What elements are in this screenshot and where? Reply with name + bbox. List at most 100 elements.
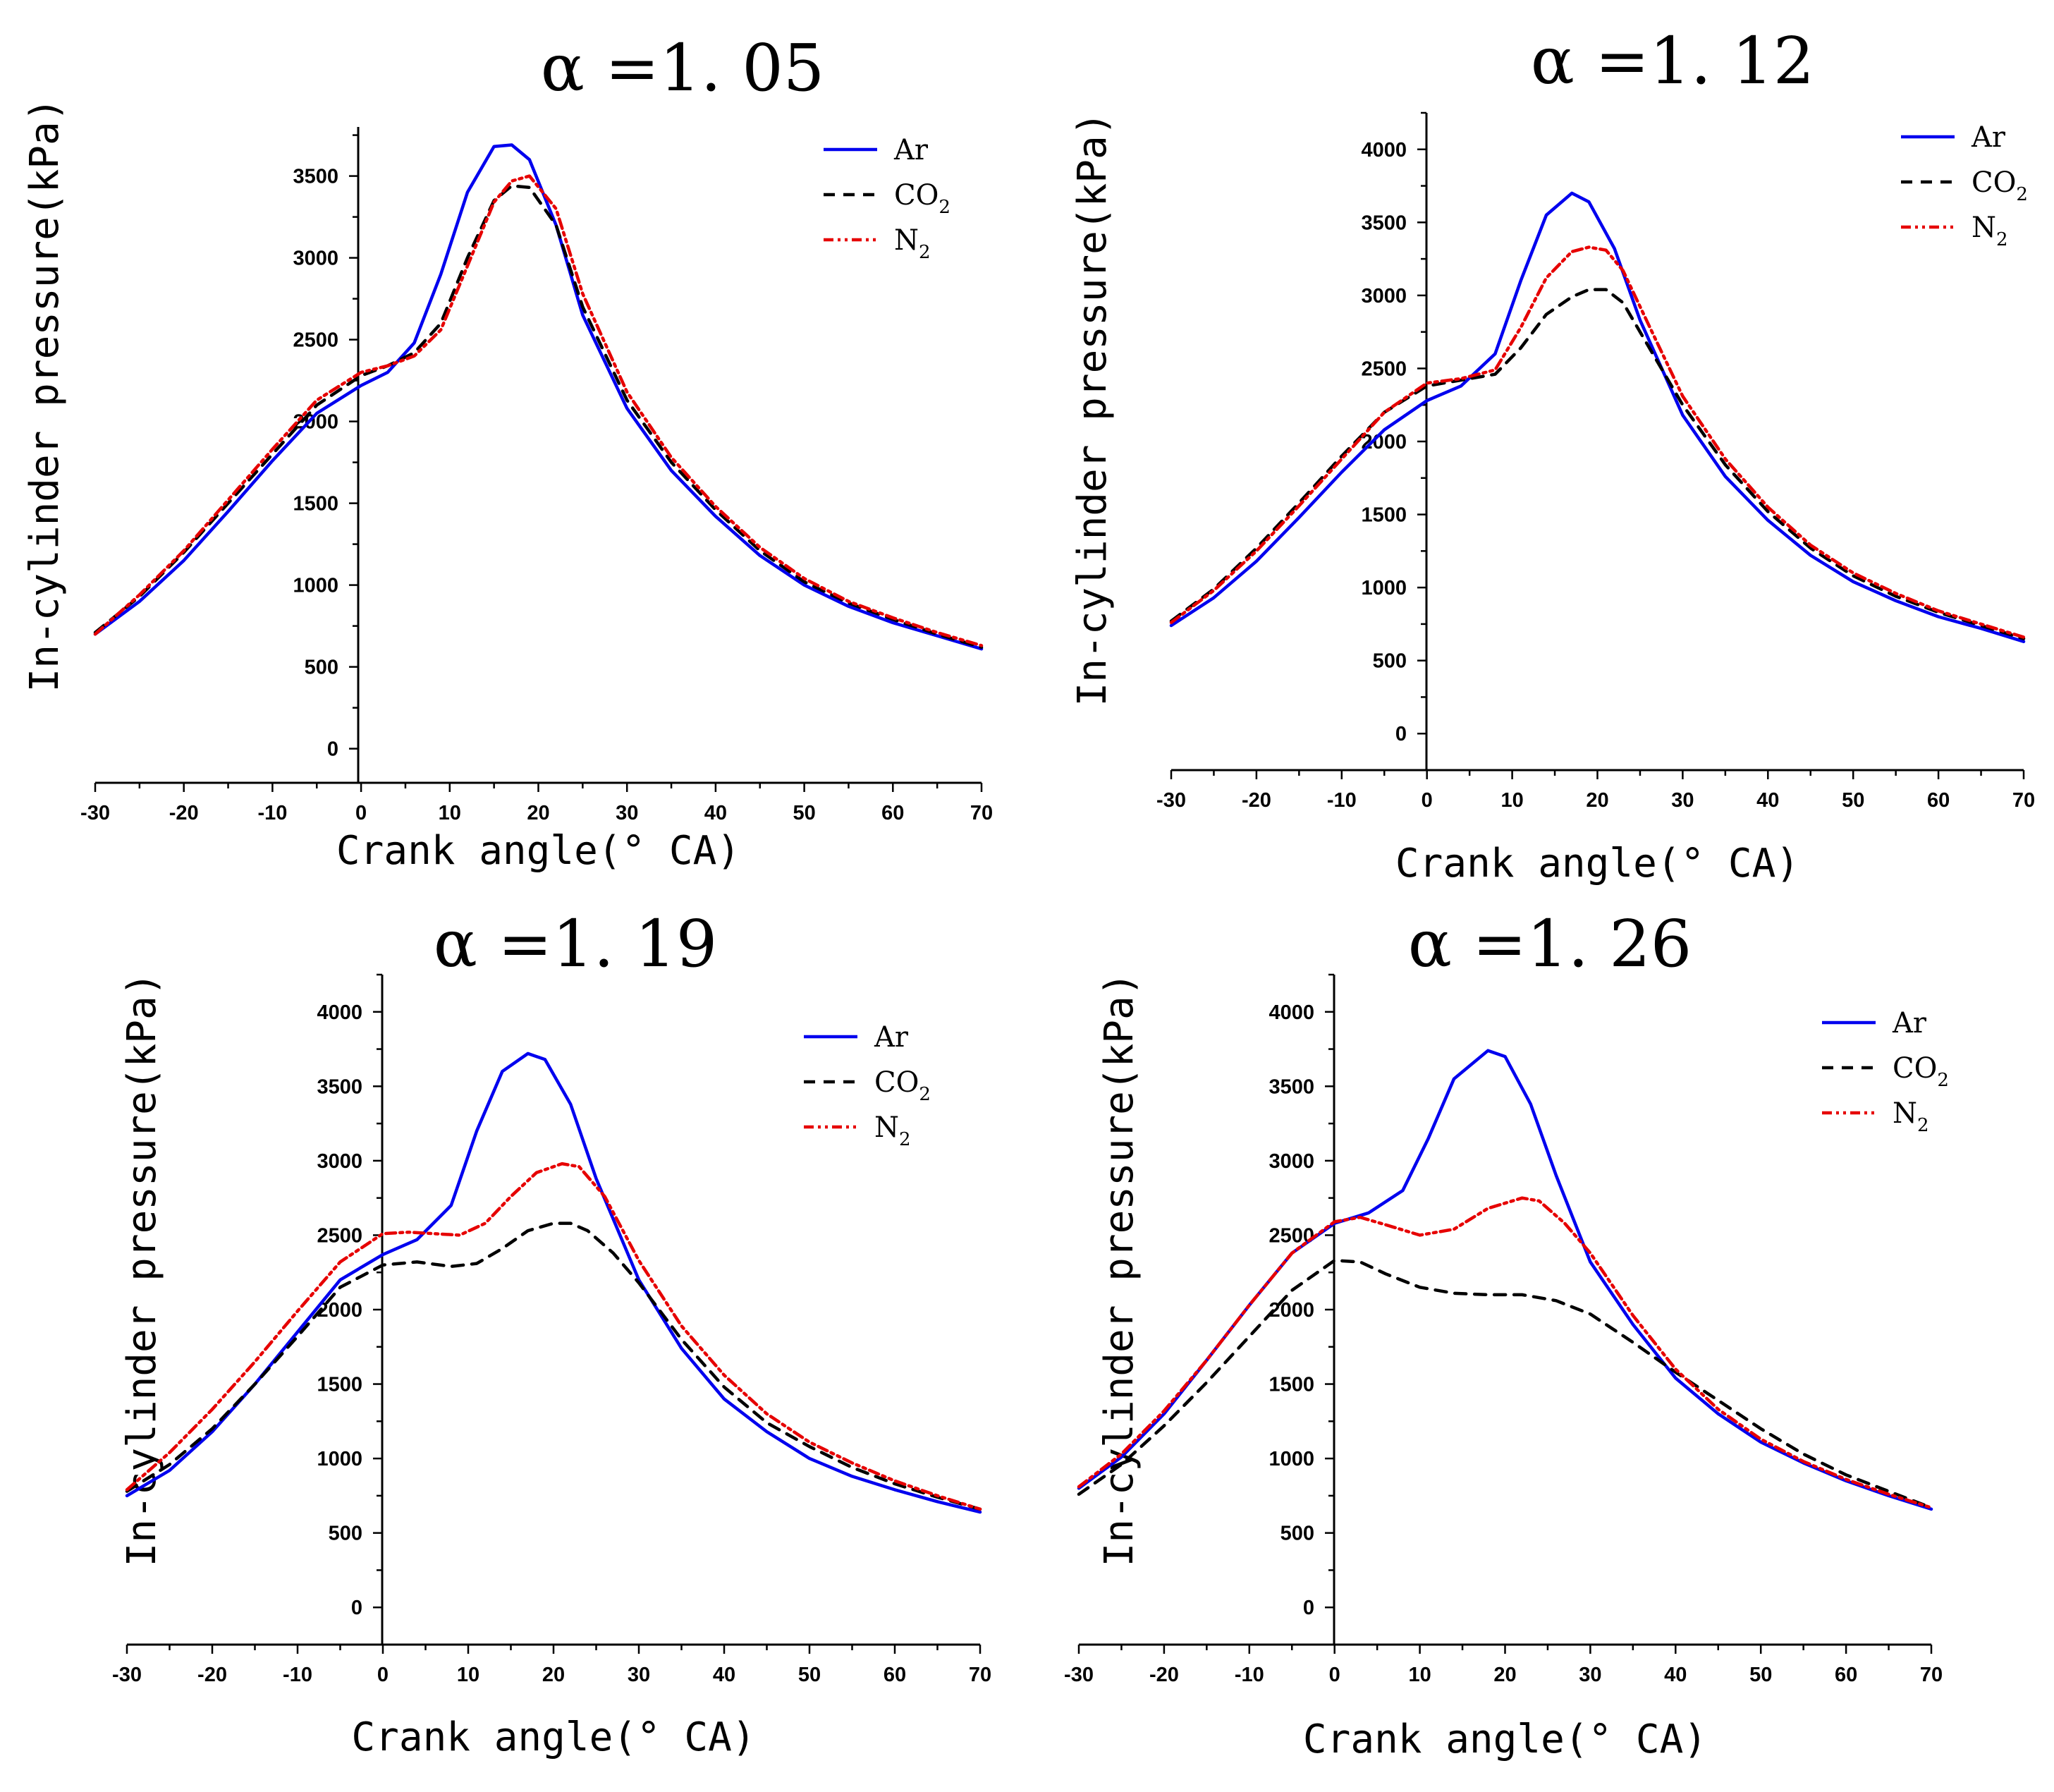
x-tick-label: 30 xyxy=(1579,1664,1601,1686)
x-tick-label: 30 xyxy=(628,1664,650,1686)
y-tick-label: 4000 xyxy=(317,1001,362,1024)
y-tick-label: 0 xyxy=(1395,723,1407,745)
x-tick-label: 60 xyxy=(884,1664,906,1686)
legend-label-co2: CO2 xyxy=(1893,1052,1949,1091)
series-line-n2 xyxy=(93,174,984,647)
legend-label-co2: CO2 xyxy=(874,1066,931,1105)
legend-label-base: CO xyxy=(874,1066,919,1099)
legend-label-ar: Ar xyxy=(874,1021,909,1054)
chart-title: α =1. 12 xyxy=(1531,23,1815,99)
legend-label-base: N xyxy=(894,224,919,257)
legend-label-subscript: 2 xyxy=(2016,184,2028,205)
y-tick-label: 2000 xyxy=(317,1299,362,1322)
y-axis-label: In-cylinder pressure(kPa) xyxy=(119,973,165,1567)
y-tick-label: 1500 xyxy=(1269,1374,1314,1396)
y-tick-label: 3000 xyxy=(1269,1150,1314,1173)
x-tick-label: 0 xyxy=(355,802,367,824)
legend-label-n2: N2 xyxy=(1972,212,2008,250)
x-tick-label: -20 xyxy=(1149,1664,1179,1686)
chart-title: α =1. 26 xyxy=(1408,906,1692,982)
legend-label-ar: Ar xyxy=(1892,1007,1927,1040)
legend-label-base: CO xyxy=(1972,166,2016,199)
x-tick-label: -10 xyxy=(1327,789,1357,812)
series-line-n2 xyxy=(1077,1196,1933,1510)
legend-label-subscript: 2 xyxy=(919,1084,931,1105)
y-tick-label: 1000 xyxy=(317,1448,362,1470)
x-tick-label: 60 xyxy=(1927,789,1950,812)
legend-label-ar: Ar xyxy=(1971,121,2006,154)
y-tick-label: 1500 xyxy=(293,493,338,516)
x-tick-label: 40 xyxy=(1756,789,1779,812)
legend-label-co2: CO2 xyxy=(1972,166,2028,205)
chart-title: α =1. 19 xyxy=(434,906,718,982)
x-tick-label: 10 xyxy=(1408,1664,1431,1686)
x-tick-label: -10 xyxy=(257,802,287,824)
x-tick-label: -30 xyxy=(1156,789,1186,812)
legend-label-subscript: 2 xyxy=(1937,1070,1949,1091)
y-tick-label: 500 xyxy=(1280,1523,1314,1545)
legend-label-subscript: 2 xyxy=(899,1129,911,1150)
legend-label-subscript: 2 xyxy=(919,242,931,263)
x-tick-label: 10 xyxy=(457,1664,479,1686)
chart-title: α =1. 05 xyxy=(541,30,825,106)
chart-panel-3: α =1. 19 -30 -20 -10 0 10 20 30 40 50 60 70 0 500 1000… xyxy=(112,906,991,1760)
legend-label-n2: N2 xyxy=(1893,1097,1929,1136)
y-tick-label: 0 xyxy=(327,738,338,761)
y-tick-label: 3000 xyxy=(317,1150,362,1173)
chart-panel-1: α =1. 05 -30 -20 -10 0 10 20 30 40 50 60 70 0 500 1000… xyxy=(22,30,993,874)
legend-label-base: N xyxy=(1893,1097,1917,1130)
series-line-co2 xyxy=(1077,1259,1933,1510)
x-tick-label: 40 xyxy=(704,802,727,824)
x-tick-label: -30 xyxy=(112,1664,142,1686)
legend-label-base: N xyxy=(874,1111,899,1144)
y-tick-label: 1000 xyxy=(1269,1448,1314,1470)
x-tick-label: 20 xyxy=(527,802,549,824)
x-tick-label: 20 xyxy=(1586,789,1608,812)
series-line-n2 xyxy=(1169,245,2026,639)
y-tick-label: 3500 xyxy=(1269,1075,1314,1098)
x-tick-label: 40 xyxy=(713,1664,735,1686)
y-tick-label: 3500 xyxy=(293,166,338,188)
x-tick-label: 20 xyxy=(1493,1664,1516,1686)
x-tick-label: 70 xyxy=(1920,1664,1943,1686)
y-tick-label: 2000 xyxy=(1361,431,1407,453)
x-tick-label: 60 xyxy=(1835,1664,1857,1686)
series-line-co2 xyxy=(125,1221,982,1511)
x-axis-label: Crank angle(° CA) xyxy=(336,828,740,874)
y-tick-label: 1500 xyxy=(317,1374,362,1396)
chart-panel-4: α =1. 26 -30 -20 -10 0 10 20 30 40 50 60 70 0 500 1000… xyxy=(1064,906,1949,1762)
legend-label-base: N xyxy=(1972,212,1996,244)
y-axis-label: In-cylinder pressure(kPa) xyxy=(22,98,68,693)
x-tick-label: -20 xyxy=(169,802,199,824)
y-tick-label: 1500 xyxy=(1361,504,1407,527)
series-line-ar xyxy=(1169,191,2026,643)
x-tick-label: -10 xyxy=(1235,1664,1264,1686)
y-tick-label: 0 xyxy=(1303,1597,1314,1619)
x-tick-label: 30 xyxy=(616,802,638,824)
x-axis-label: Crank angle(° CA) xyxy=(1303,1717,1707,1762)
legend-label-base: Ar xyxy=(1971,121,2006,154)
x-tick-label: 0 xyxy=(377,1664,389,1686)
y-tick-label: 500 xyxy=(329,1523,362,1545)
y-tick-label: 3000 xyxy=(293,248,338,270)
legend-label-ar: Ar xyxy=(893,134,929,166)
x-tick-label: -30 xyxy=(1064,1664,1094,1686)
x-tick-label: -30 xyxy=(80,802,110,824)
x-tick-label: 70 xyxy=(969,1664,991,1686)
x-axis-label: Crank angle(° CA) xyxy=(1395,841,1799,886)
series-line-co2 xyxy=(93,184,984,650)
x-tick-label: -20 xyxy=(197,1664,227,1686)
x-tick-label: 60 xyxy=(881,802,904,824)
x-tick-label: 20 xyxy=(542,1664,565,1686)
legend-label-n2: N2 xyxy=(874,1111,911,1150)
y-tick-label: 3500 xyxy=(317,1075,362,1098)
legend-label-base: CO xyxy=(1893,1052,1937,1085)
legend-label-base: Ar xyxy=(874,1021,909,1054)
legend-label-subscript: 2 xyxy=(939,197,950,218)
x-tick-label: 50 xyxy=(793,802,815,824)
x-tick-label: 30 xyxy=(1671,789,1694,812)
chart-panel-2: α =1. 12 -30 -20 -10 0 10 20 30 40 50 60 70 0 500 1000… xyxy=(1070,23,2035,886)
x-tick-label: 10 xyxy=(1500,789,1523,812)
legend-label-base: CO xyxy=(894,179,939,212)
series-line-ar xyxy=(125,1052,982,1514)
